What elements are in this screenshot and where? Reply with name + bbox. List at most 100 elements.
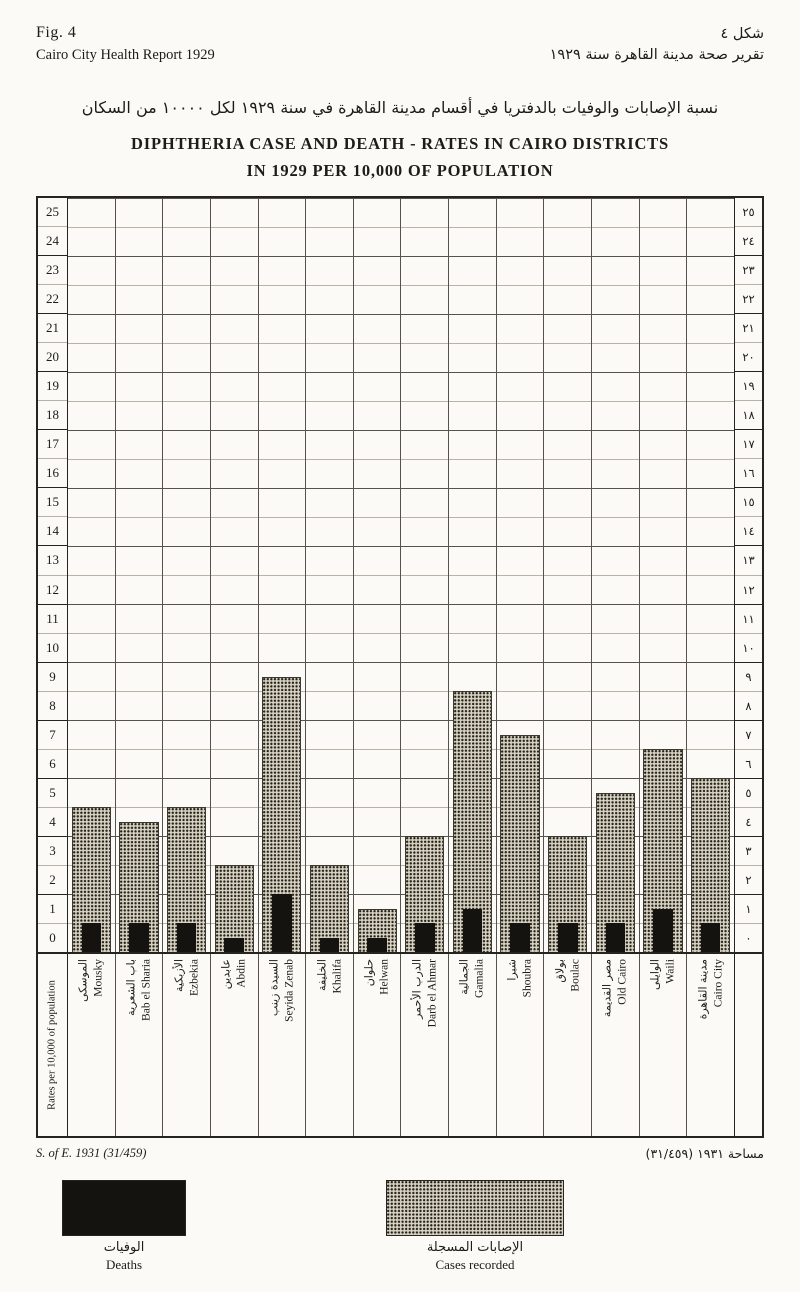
- footer: S. of E. 1931 (31/459) مساحة ١٩٣١ (٣١/٤٥…: [36, 1146, 764, 1161]
- y-tick: ١٢: [742, 582, 755, 597]
- y-tick: 23: [38, 256, 67, 286]
- district-column-waili: [640, 198, 688, 952]
- source-note: S. of E. 1931 (31/459): [36, 1146, 147, 1160]
- x-label-text: الخليفة Khalifa: [314, 959, 345, 1131]
- district-column-bab-el-sharia: [116, 198, 164, 952]
- x-label-text: السيدة زينب Seyida Zenab: [266, 959, 297, 1131]
- y-tick: ١٥: [735, 488, 762, 518]
- figure-label: Fig. 4: [36, 24, 77, 41]
- cases-bar-seyida-zenab: [262, 676, 302, 952]
- y-axis-cell: ٢٥ ٢٤: [735, 198, 762, 257]
- x-label-text: الوايلى Waili: [647, 959, 678, 1131]
- deaths-bar-khalifa: [319, 937, 340, 952]
- deaths-bar-darb-el-ahmar: [415, 923, 435, 952]
- header-right: شكل ٤ تقرير صحة مدينة القاهرة سنة ١٩٢٩: [550, 24, 764, 66]
- deaths-bar-old-cairo: [605, 923, 626, 952]
- x-label-text: الدرب الأحمر Darb el Ahmar: [409, 959, 440, 1131]
- y-tick: ٢٤: [742, 234, 755, 249]
- y-axis-cell: 17 16: [38, 430, 67, 489]
- cases-label: Cases recorded: [435, 1256, 515, 1272]
- y-axis-cell: ١٧ ١٦: [735, 430, 762, 489]
- district-name-arabic: الخليفة: [314, 959, 328, 991]
- x-label-text: مدينة القاهرة Cairo City: [695, 959, 726, 1131]
- x-label-abdin: عابدين Abdin: [211, 954, 259, 1136]
- x-label-bab-el-sharia: باب الشعرية Bab el Sharia: [116, 954, 164, 1136]
- x-label-cairo-city: مدينة القاهرة Cairo City: [687, 954, 734, 1136]
- district-name: Bab el Sharia: [140, 959, 153, 1021]
- y-axis-cell: 15 14: [38, 488, 67, 547]
- y-axis-cell: ٢٣ ٢٢: [735, 256, 762, 315]
- x-label-text: الموسكى Mousky: [76, 959, 107, 1131]
- district-name-arabic: الجمالية: [457, 959, 471, 995]
- x-label-text: الجمالية Gamalia: [457, 959, 488, 1131]
- y-tick: ٢٥: [735, 198, 762, 228]
- district-column-seyida-zenab: [259, 198, 307, 952]
- x-label-shoubra: شبرا Shoubra: [497, 954, 545, 1136]
- district-name: Ezbekia: [188, 959, 201, 997]
- deaths-bar-boulac: [557, 923, 578, 952]
- deaths-label-arabic: الوفيات: [103, 1240, 145, 1255]
- x-label-darb-el-ahmar: الدرب الأحمر Darb el Ahmar: [401, 954, 450, 1136]
- y-axis-cell: ١٩ ١٨: [735, 372, 762, 431]
- x-label-boulac: بولاق Boulac: [544, 954, 593, 1136]
- y-axis-title: Rates per 10,000 of population: [46, 980, 58, 1110]
- y-tick: 12: [46, 581, 59, 597]
- x-label-text: مصر القديمة Old Cairo: [600, 959, 631, 1131]
- deaths-bar-cairo-city: [700, 923, 721, 952]
- district-name: Boulac: [569, 959, 582, 992]
- y-tick: ١٨: [742, 408, 755, 423]
- y-axis-right: ٢٥ ٢٤ ٢٣ ٢٢ ٢١ ٢٠ ١٩ ١٨ ١٧ ١٦ ١٥ ١٤ ١٣ ١٢ ١١ ١٠ ٩ ٨ ٧ ٦ ٥ ٤ ٣ ٢…: [734, 198, 762, 952]
- district-column-old-cairo: [592, 198, 640, 952]
- y-axis-cell: 23 22: [38, 256, 67, 315]
- y-tick: ٧: [735, 721, 762, 750]
- x-labels: الموسكى Mousky باب الشعرية Bab el Sharia الأ…: [68, 952, 734, 1136]
- header-left: Fig. 4 Cairo City Health Report 1929: [36, 24, 215, 66]
- x-label-text: الأزبكية Ezbekia: [171, 959, 202, 1131]
- district-column-helwan: [354, 198, 402, 952]
- source-note-arabic: مساحة ١٩٣١ (٣١/٤٥٩): [645, 1146, 764, 1161]
- district-column-abdin: [211, 198, 259, 952]
- y-tick: ١: [735, 895, 762, 924]
- district-name-arabic: حلوان: [362, 959, 376, 987]
- y-tick: 9: [38, 663, 67, 692]
- y-tick: ١٠: [742, 640, 755, 655]
- district-column-shoubra: [497, 198, 545, 952]
- cases-bar-mousky: [71, 807, 111, 952]
- y-tick: 8: [49, 697, 56, 713]
- cases-swatch: [386, 1180, 564, 1236]
- x-label-text: بولاق Boulac: [552, 959, 583, 1131]
- x-label-khalifa: الخليفة Khalifa: [306, 954, 354, 1136]
- y-tick: ٤: [745, 814, 752, 829]
- deaths-bar-waili: [653, 908, 673, 952]
- legend-cases: الإصابات المسجلة Cases recorded: [386, 1180, 564, 1274]
- deaths-bar-gamalia: [462, 908, 483, 952]
- x-label-waili: الوايلى Waili: [640, 954, 688, 1136]
- x-label-seyida-zenab: السيدة زينب Seyida Zenab: [259, 954, 307, 1136]
- district-name-arabic: شبرا: [505, 959, 519, 981]
- y-tick: ١٩: [735, 372, 762, 402]
- deaths-bar-helwan: [367, 937, 387, 952]
- y-axis-left: 25 24 23 22 21 20 19 18 17 16 15 14 13 12 11 10 9 8 7 6 5 4 3 2…: [38, 198, 68, 952]
- y-tick: 25: [38, 198, 67, 228]
- deaths-bar-seyida-zenab: [272, 894, 292, 952]
- y-axis-cell: ١٣ ١٢: [735, 546, 762, 605]
- x-label-old-cairo: مصر القديمة Old Cairo: [592, 954, 640, 1136]
- district-name-arabic: بولاق: [552, 959, 566, 983]
- y-tick: ٢٢: [742, 292, 755, 307]
- x-label-ezbekia: الأزبكية Ezbekia: [163, 954, 211, 1136]
- y-tick: 0: [49, 930, 56, 945]
- district-name: Shoubra: [521, 959, 534, 998]
- y-tick: 5: [38, 779, 67, 808]
- chart-title-line2: IN 1929 PER 10,000 OF POPULATION: [246, 161, 554, 180]
- y-tick: 11: [38, 605, 67, 634]
- corner-right: [734, 952, 762, 1136]
- y-tick: ١٧: [735, 430, 762, 460]
- y-tick: ١١: [735, 605, 762, 634]
- y-tick: 7: [38, 721, 67, 750]
- district-column-gamalia: [449, 198, 497, 952]
- plot-columns: [68, 198, 734, 952]
